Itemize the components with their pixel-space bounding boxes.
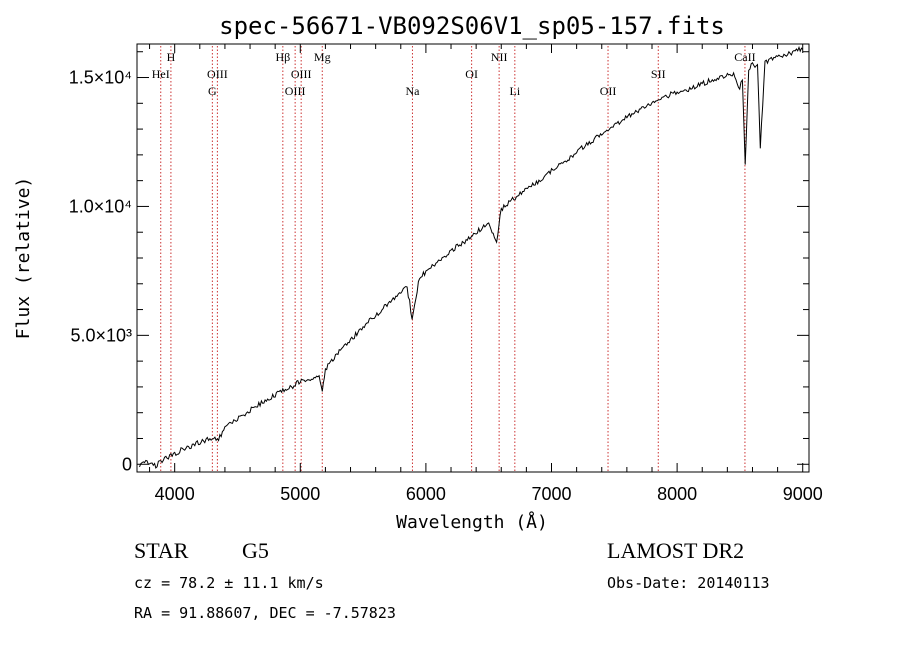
object-class: STAR: [134, 538, 189, 563]
x-tick-label-5: 9000: [783, 484, 823, 504]
series-layer: [139, 45, 804, 469]
line-marker-label-7: Mg: [314, 50, 331, 64]
series-line-0: [139, 45, 804, 469]
plot-frame: [136, 43, 810, 473]
axis-layer: 4000 5000 6000 7000 8000 9000 0 5.0×10³ 1.0×10⁴ 1…: [69, 44, 823, 504]
line-marker-label-9: OI: [465, 67, 478, 81]
line-marker-label-6: OIII: [291, 67, 312, 81]
line-marker-label-4: Hβ: [275, 50, 290, 64]
line-marker-label-10: NII: [491, 50, 508, 64]
y-axis-label: Flux (relative): [13, 177, 34, 340]
y-tick-label-3: 1.5×10⁴: [69, 68, 132, 88]
line-marker-label-3: OIII: [207, 67, 228, 81]
line-marker-label-1: H: [167, 50, 176, 64]
x-axis-label: Wavelength (Å): [396, 511, 548, 533]
object-subclass: G5: [242, 538, 269, 563]
survey-name: LAMOST DR2: [607, 538, 745, 563]
y-tick-label-1: 5.0×10³: [70, 325, 132, 345]
x-tick-label-1: 5000: [280, 484, 320, 504]
line-marker-label-0: HeI: [152, 67, 170, 81]
x-tick-label-3: 7000: [531, 484, 571, 504]
line-marker-label-5: OIII: [285, 84, 306, 98]
x-tick-label-0: 4000: [155, 484, 195, 504]
redshift-text: cz = 78.2 ± 11.1 km/s: [134, 574, 324, 592]
x-tick-label-2: 6000: [406, 484, 446, 504]
x-tick-label-4: 8000: [657, 484, 697, 504]
line-marker-label-12: OII: [600, 84, 617, 98]
line-marker-label-8: Na: [405, 84, 420, 98]
chart-title: spec-56671-VB092S06V1_sp05-157.fits: [219, 12, 725, 40]
y-tick-label-0: 0: [122, 454, 132, 474]
line-marker-label-14: CaII: [734, 50, 755, 64]
line-marker-label-11: Li: [509, 84, 520, 98]
obs-date: Obs-Date: 20140113: [607, 574, 770, 592]
y-tick-label-2: 1.0×10⁴: [69, 196, 132, 216]
line-marker-label-2: G: [208, 84, 217, 98]
line-marker-label-13: SII: [651, 67, 666, 81]
coordinates: RA = 91.88607, DEC = -7.57823: [134, 604, 396, 622]
